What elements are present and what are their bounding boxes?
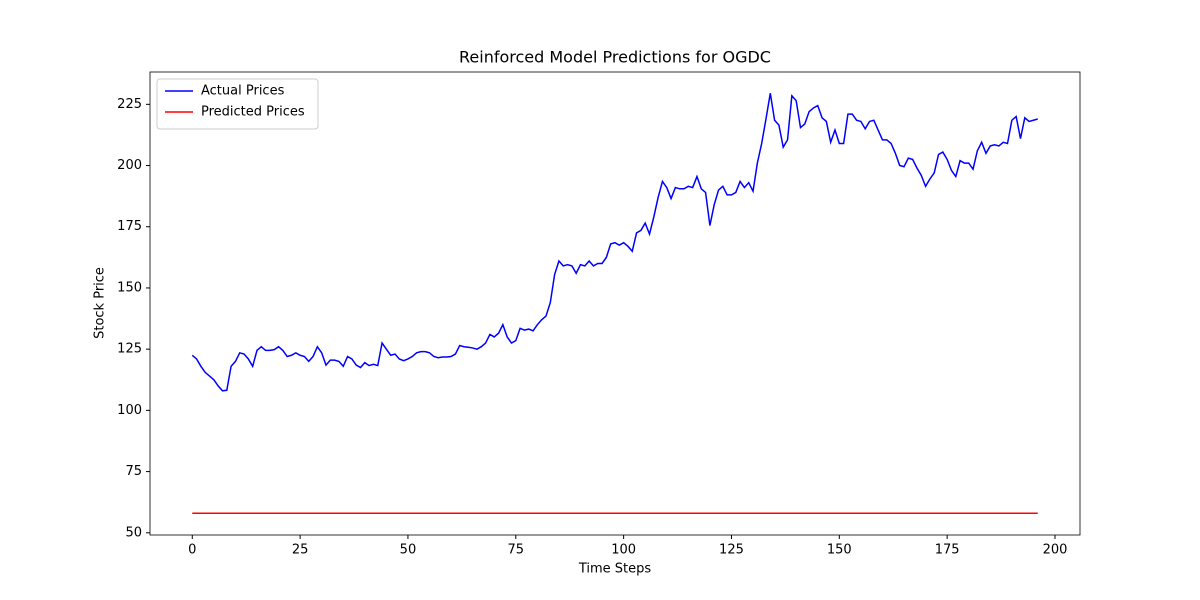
chart-title: Reinforced Model Predictions for OGDC [459, 48, 771, 67]
y-tick-label: 75 [125, 464, 142, 479]
legend-box [156, 78, 319, 130]
x-tick-label: 175 [935, 543, 960, 558]
y-tick-label: 200 [117, 158, 142, 173]
x-tick-label: 125 [719, 543, 744, 558]
line-series [191, 93, 1038, 392]
y-tick-label: 225 [117, 97, 142, 112]
y-tick-label: 150 [117, 280, 142, 295]
x-tick-label: 150 [827, 543, 852, 558]
y-tick-label: 175 [117, 219, 142, 234]
y-tick-label: 125 [117, 342, 142, 357]
plot-frame [149, 71, 1081, 536]
y-tick-label: 100 [117, 403, 142, 418]
legend-label: Actual Prices [201, 84, 285, 99]
x-tick-label: 25 [292, 543, 309, 558]
y-tick-label: 50 [125, 525, 142, 540]
x-tick-label: 0 [188, 543, 196, 558]
x-tick-label: 100 [611, 543, 636, 558]
x-axis-label: Time Steps [578, 562, 652, 577]
x-tick-label: 200 [1043, 543, 1068, 558]
legend-label: Predicted Prices [201, 105, 305, 120]
x-tick-label: 50 [400, 543, 417, 558]
y-axis-label: Stock Price [93, 267, 108, 339]
x-tick-label: 75 [508, 543, 525, 558]
